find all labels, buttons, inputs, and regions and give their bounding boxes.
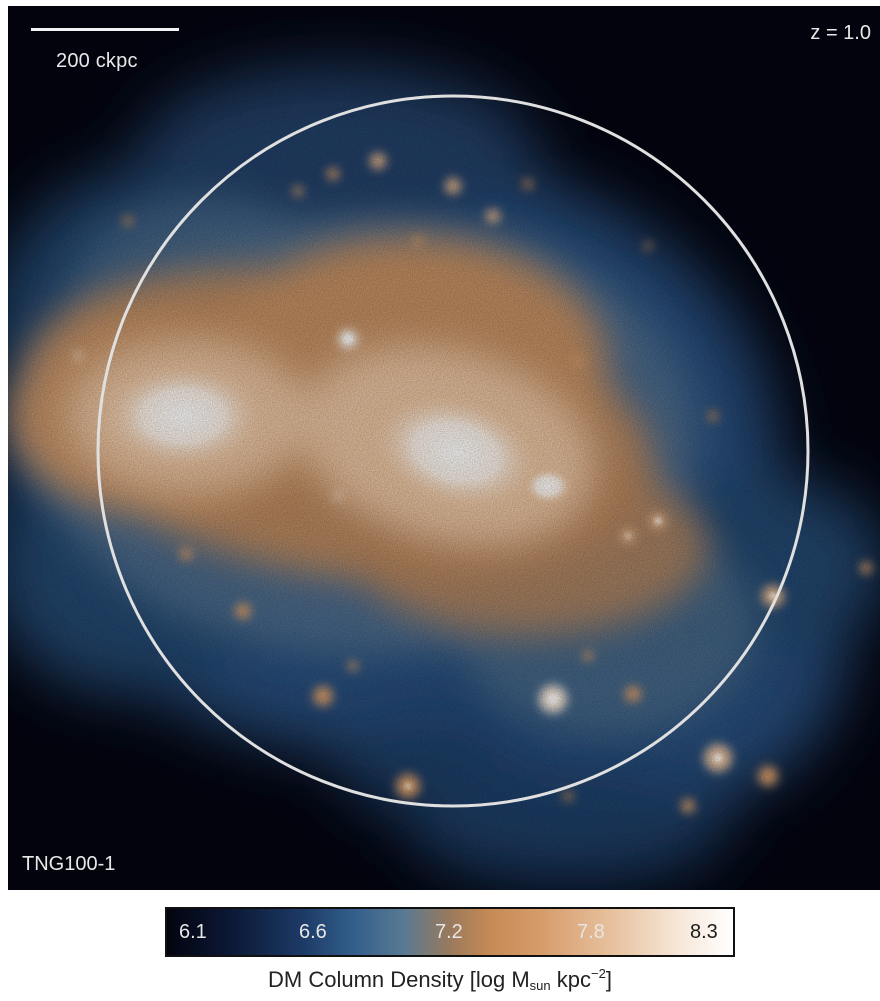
scale-bar-label: 200 ckpc — [56, 50, 138, 72]
density-field — [8, 6, 880, 890]
dm-density-map: 200 ckpc z = 1.0 TNG100-1 — [8, 6, 880, 890]
redshift-label: z = 1.0 — [810, 22, 871, 44]
colorbar: 6.1 6.6 7.2 7.8 8.3 — [165, 907, 735, 957]
colorbar-tick: 6.1 — [179, 921, 207, 943]
colorbar-tick: 8.3 — [690, 921, 718, 943]
colorbar-title-subscript: sun — [529, 978, 551, 993]
colorbar-tick: 6.6 — [299, 921, 327, 943]
grain — [8, 6, 880, 890]
colorbar-title-end: ] — [605, 967, 612, 992]
colorbar-title-superscript: −2 — [591, 966, 606, 981]
colorbar-title: DM Column Density [log Msun kpc−2] — [0, 966, 880, 993]
colorbar-tick: 7.2 — [435, 921, 463, 943]
colorbar-title-unit: kpc — [550, 967, 591, 992]
colorbar-tick: 7.8 — [577, 921, 605, 943]
colorbar-title-main: DM Column Density [log M — [268, 967, 530, 992]
scale-bar-line — [31, 28, 179, 31]
simulation-label: TNG100-1 — [22, 853, 116, 875]
virial-radius-circle — [96, 94, 810, 808]
